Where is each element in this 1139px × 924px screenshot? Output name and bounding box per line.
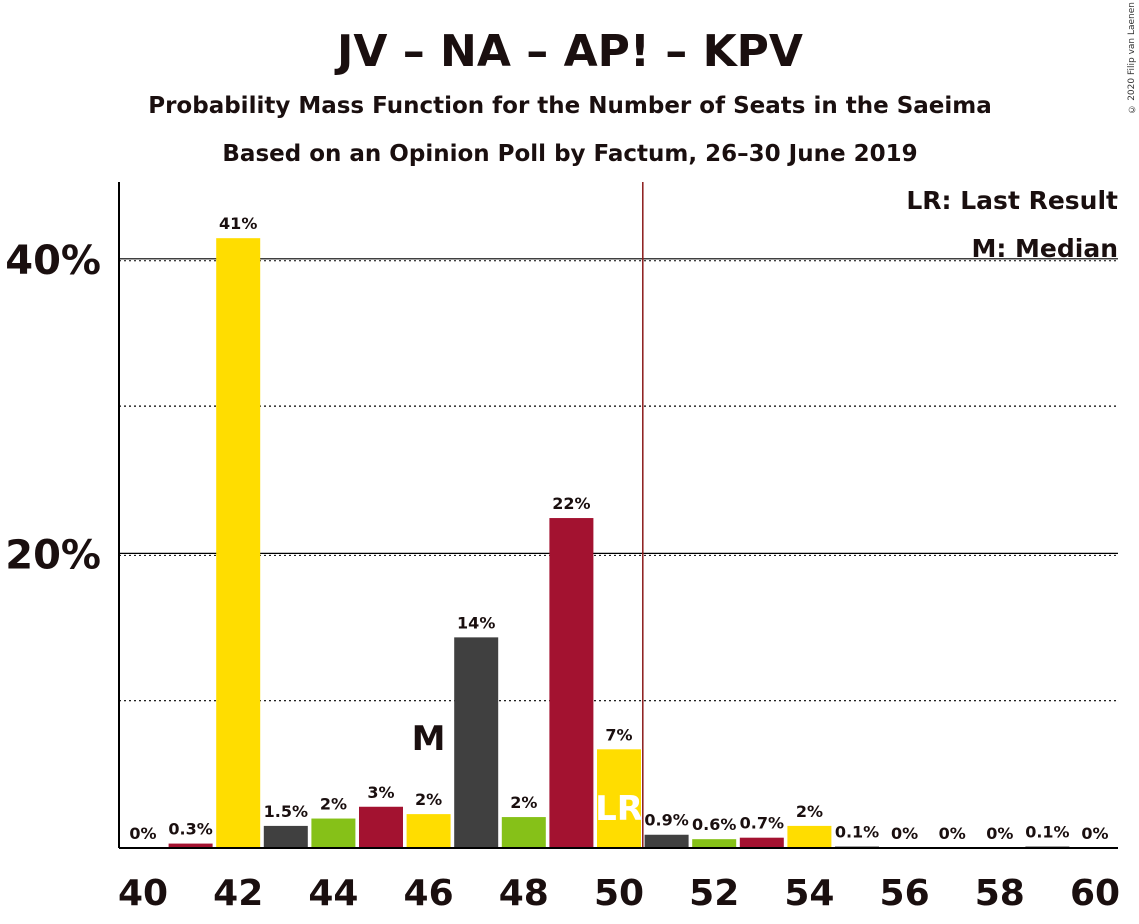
bar-seat-53	[739, 837, 784, 848]
legend-last-result: LR: Last Result	[906, 186, 1118, 215]
bar-seat-54	[787, 825, 832, 848]
bar-seat-43	[263, 825, 308, 848]
x-tick-label: 48	[499, 873, 549, 914]
x-tick-label: 40	[118, 873, 168, 914]
x-tick-label: 42	[213, 873, 263, 914]
x-tick-label: 54	[784, 873, 834, 914]
x-tick-label: 52	[689, 873, 739, 914]
data-label-seat-56: 0%	[891, 824, 918, 843]
x-tick-label: 58	[975, 873, 1025, 914]
plot-area: 0% 0.3% 41% 1.5% 2% 3% 2% 14% 2% 22% 7% 0.9% 0.6% 0.7…	[5, 182, 1120, 914]
data-label-seat-49: 22%	[552, 494, 590, 513]
data-label-seat-54: 2%	[796, 802, 823, 821]
chart-title: JV – NA – AP! – KPV	[334, 26, 803, 77]
last-result-marker: LR	[595, 789, 643, 829]
bar-seat-48	[501, 817, 546, 848]
data-label-seat-46: 2%	[415, 790, 442, 809]
data-label-seat-55: 0.1%	[835, 823, 879, 842]
copyright-note: © 2020 Filip van Laenen	[1127, 2, 1137, 114]
data-label-seat-52: 0.6%	[692, 815, 736, 834]
bar-seat-44	[311, 818, 356, 848]
chart-subtitle-1: Probability Mass Function for the Number…	[148, 93, 992, 119]
x-tick-label: 50	[594, 873, 644, 914]
bar-seat-45	[359, 806, 403, 848]
data-label-seat-58: 0%	[986, 824, 1013, 843]
data-label-seat-44: 2%	[320, 795, 347, 814]
x-tick-label: 60	[1070, 873, 1120, 914]
data-label-seat-47: 14%	[457, 613, 495, 632]
bar-seat-41	[168, 843, 213, 848]
data-label-seat-59: 0.1%	[1025, 823, 1069, 842]
bar-seat-47	[454, 637, 499, 848]
data-label-seat-41: 0.3%	[168, 820, 212, 839]
data-label-seat-51: 0.9%	[644, 811, 688, 830]
y-tick-label: 20%	[5, 532, 101, 578]
data-label-seat-43: 1.5%	[264, 802, 308, 821]
bar-seat-49	[549, 518, 594, 848]
legend-median: M: Median	[971, 234, 1118, 263]
bar-seat-52	[692, 839, 737, 848]
x-tick-label: 56	[880, 873, 930, 914]
bar-seat-51	[644, 834, 689, 848]
data-label-seat-45: 3%	[367, 783, 394, 802]
data-label-seat-57: 0%	[939, 824, 966, 843]
data-label-seat-48: 2%	[510, 793, 537, 812]
bar-seat-50	[597, 749, 641, 848]
median-marker: M	[412, 719, 446, 759]
data-label-seat-40: 0%	[129, 824, 156, 843]
y-tick-label: 40%	[5, 238, 101, 284]
data-label-seat-42: 41%	[219, 214, 257, 233]
chart-subtitle-2: Based on an Opinion Poll by Factum, 26–3…	[222, 141, 917, 167]
bar-seat-42	[216, 238, 261, 849]
data-label-seat-53: 0.7%	[740, 814, 784, 833]
bar-seat-46	[406, 814, 451, 848]
x-tick-label: 46	[404, 873, 454, 914]
x-tick-label: 44	[308, 873, 358, 914]
data-label-seat-50: 7%	[605, 725, 632, 744]
data-label-seat-60: 0%	[1081, 824, 1108, 843]
